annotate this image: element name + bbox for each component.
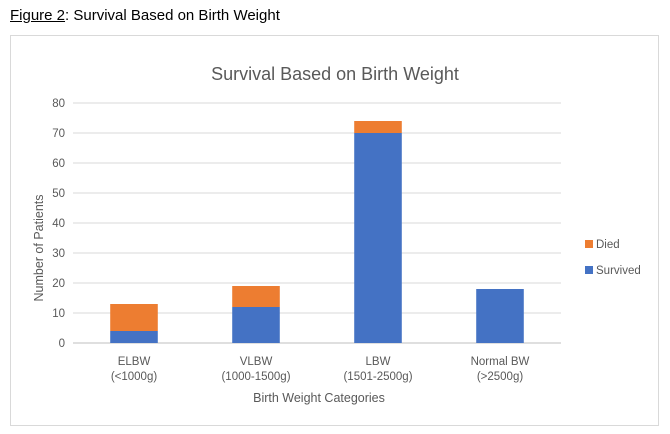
x-tick-labels: ELBW (<1000g) VLBW (1000-1500g) LBW (1501-250… — [111, 356, 530, 383]
y-tick-label: 0 — [59, 338, 65, 350]
figure-label: Figure 2 — [10, 7, 66, 24]
legend-swatch-died — [585, 240, 593, 248]
x-tick-label: (>2500g) — [477, 371, 524, 383]
chart-frame: Survival Based on Birth Weight 0 10 20 30 40… — [10, 35, 659, 426]
y-tick-label: 60 — [52, 158, 65, 170]
bar-died-2 — [354, 121, 402, 133]
legend: Died Survived — [585, 239, 641, 277]
bars — [110, 121, 524, 343]
y-axis-title: Number of Patients — [32, 195, 46, 302]
y-tick-labels: 0 10 20 30 40 50 60 70 80 — [52, 98, 65, 350]
x-tick-label: VLBW — [240, 356, 273, 368]
bar-survived-2 — [354, 133, 402, 343]
y-tick-label: 50 — [52, 188, 65, 200]
bar-survived-0 — [110, 331, 158, 343]
y-tick-label: 70 — [52, 128, 65, 140]
chart-title: Survival Based on Birth Weight — [211, 64, 459, 84]
x-tick-label: (<1000g) — [111, 371, 158, 383]
bar-survived-3 — [476, 289, 524, 343]
x-tick-label: (1501-2500g) — [343, 371, 412, 383]
bar-died-0 — [110, 304, 158, 331]
figure-caption-text: : Survival Based on Birth Weight — [65, 7, 280, 24]
x-axis-title: Birth Weight Categories — [253, 391, 385, 405]
bar-died-1 — [232, 286, 280, 307]
chart-svg: Survival Based on Birth Weight 0 10 20 30 40… — [32, 64, 641, 405]
x-tick-label: Normal BW — [471, 356, 530, 368]
x-tick-label: LBW — [366, 356, 391, 368]
legend-label-died: Died — [596, 239, 620, 251]
figure-caption: Figure 2: Survival Based on Birth Weight — [10, 6, 280, 26]
y-tick-label: 10 — [52, 308, 65, 320]
legend-label-survived: Survived — [596, 265, 641, 277]
y-tick-label: 80 — [52, 98, 65, 110]
bar-survived-1 — [232, 307, 280, 343]
legend-swatch-survived — [585, 266, 593, 274]
y-tick-label: 40 — [52, 218, 65, 230]
y-tick-label: 30 — [52, 248, 65, 260]
x-tick-label: (1000-1500g) — [221, 371, 290, 383]
y-tick-label: 20 — [52, 278, 65, 290]
x-tick-label: ELBW — [118, 356, 151, 368]
